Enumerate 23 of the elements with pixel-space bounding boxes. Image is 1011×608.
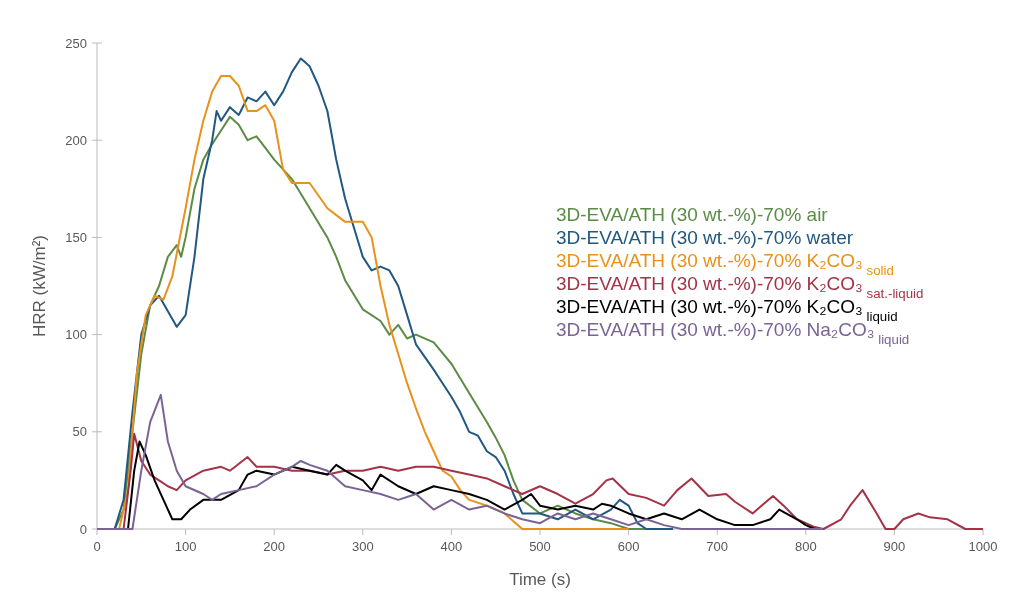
- x-tick-label: 800: [794, 539, 817, 554]
- x-tick-label: 500: [529, 539, 551, 554]
- y-tick-label: 100: [65, 327, 87, 343]
- line-series: [96, 393, 825, 530]
- x-tick-label: 100: [174, 539, 197, 554]
- x-tick-label: 0: [93, 539, 101, 554]
- text: 3D-EVA/ATH (30 wt.-%)-70% air: [556, 204, 829, 225]
- y-axis-title: HRR (kW/m²): [30, 235, 49, 337]
- x-tick-label: 400: [440, 539, 463, 554]
- x-axis-title: Time (s): [509, 570, 571, 589]
- y-tick-label: 50: [72, 424, 87, 440]
- x-tick-label: 1000: [968, 539, 998, 554]
- x-tick-label: 600: [617, 539, 640, 554]
- y-tick-label: 250: [65, 35, 87, 51]
- x-tick-label: 200: [263, 539, 286, 554]
- y-tick-label: 0: [79, 521, 87, 537]
- y-tick-label: 150: [65, 229, 87, 245]
- text: 3D-EVA/ATH (30 wt.-%)-70% water: [556, 227, 854, 248]
- y-tick-label: 200: [65, 132, 87, 148]
- x-tick-label: 300: [351, 539, 374, 554]
- x-tick-label: 900: [883, 539, 906, 554]
- x-tick-label: 700: [706, 539, 729, 554]
- text: 3D-EVA/ATH (30 wt.-%)-70% K₂CO₃ $_{solid}$: [556, 250, 894, 278]
